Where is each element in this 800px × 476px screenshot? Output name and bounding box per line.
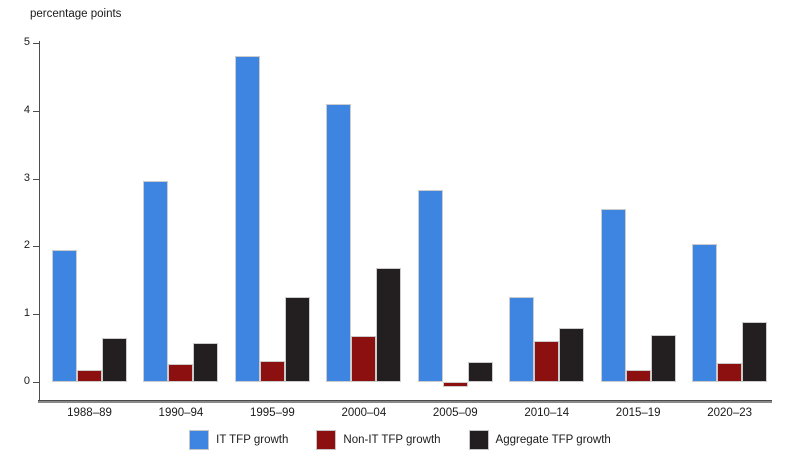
x-category-label-2020-23: 2020–23 [707, 407, 753, 419]
y-tick-4 [33, 110, 40, 112]
bar-aggregate-tfp-growth-1990-94 [193, 342, 219, 382]
y-tick-label-1: 1 [23, 307, 30, 320]
bar-it-tfp-growth-2015-19 [600, 209, 626, 382]
y-tick-1 [33, 314, 40, 316]
legend: IT TFP growth Non-IT TFP growth Aggregate … [0, 430, 800, 450]
bar-non-it-tfp-growth-1990-94 [168, 364, 194, 382]
bar-it-tfp-growth-2020-23 [692, 243, 718, 382]
x-category-label-2000-04: 2000–04 [341, 407, 387, 419]
bar-non-it-tfp-growth-2020-23 [717, 363, 743, 382]
bar-aggregate-tfp-growth-2005-09 [467, 362, 493, 382]
legend-label-it-tfp-growth: IT TFP growth [216, 434, 289, 446]
bar-non-it-tfp-growth-2005-09 [442, 382, 468, 388]
bar-non-it-tfp-growth-2000-04 [351, 335, 377, 382]
x-axis-line [38, 400, 772, 403]
x-category-label-2005-09: 2005–09 [432, 407, 478, 419]
bar-it-tfp-growth-2000-04 [326, 104, 352, 382]
y-tick-label-0: 0 [23, 375, 30, 387]
bar-aggregate-tfp-growth-1995-99 [284, 296, 310, 382]
bar-aggregate-tfp-growth-2020-23 [742, 321, 768, 382]
y-tick-2 [33, 246, 40, 248]
y-tick-3 [33, 178, 40, 180]
x-category-label-2015-19: 2015–19 [615, 407, 661, 419]
bar-aggregate-tfp-growth-2015-19 [650, 334, 676, 382]
y-tick-label-3: 3 [23, 171, 30, 184]
bar-it-tfp-growth-1988-89 [52, 249, 77, 382]
x-category-label-1988-89: 1988–89 [67, 407, 112, 419]
bar-it-tfp-growth-2010-14 [509, 296, 535, 382]
legend-swatch-it-tfp-growth [189, 430, 210, 450]
legend-item-aggregate-tfp-growth: Aggregate TFP growth [468, 430, 611, 450]
bar-it-tfp-growth-2005-09 [417, 190, 443, 382]
legend-item-it-tfp-growth: IT TFP growth [189, 430, 288, 450]
bar-non-it-tfp-growth-1988-89 [77, 370, 102, 382]
bar-non-it-tfp-growth-2010-14 [534, 340, 560, 382]
x-category-label-1990-94: 1990–94 [158, 407, 204, 419]
bar-it-tfp-growth-1995-99 [234, 55, 260, 382]
x-category-label-2010-14: 2010–14 [524, 407, 570, 419]
bar-non-it-tfp-growth-2015-19 [625, 370, 651, 382]
bar-aggregate-tfp-growth-2000-04 [376, 268, 402, 382]
legend-label-non-it-tfp-growth: Non-IT TFP growth [343, 434, 441, 446]
legend-swatch-aggregate-tfp-growth [468, 430, 489, 450]
y-tick-label-4: 4 [23, 103, 30, 116]
bar-it-tfp-growth-1990-94 [143, 180, 169, 382]
bar-aggregate-tfp-growth-2010-14 [559, 328, 585, 382]
y-tick-label-2: 2 [23, 239, 30, 252]
legend-label-aggregate-tfp-growth: Aggregate TFP growth [495, 434, 611, 446]
bar-non-it-tfp-growth-1995-99 [259, 360, 285, 382]
y-tick-label-5: 5 [23, 36, 30, 48]
x-category-label-1995-99: 1995–99 [250, 407, 295, 419]
bar-aggregate-tfp-growth-1988-89 [102, 337, 127, 382]
y-tick-0 [33, 382, 40, 383]
y-axis-line [39, 41, 40, 403]
legend-swatch-non-it-tfp-growth [316, 430, 337, 450]
legend-item-non-it-tfp-growth: Non-IT TFP growth [316, 430, 441, 450]
y-tick-5 [33, 43, 40, 44]
y-axis-unit-label: percentage points [30, 8, 122, 20]
